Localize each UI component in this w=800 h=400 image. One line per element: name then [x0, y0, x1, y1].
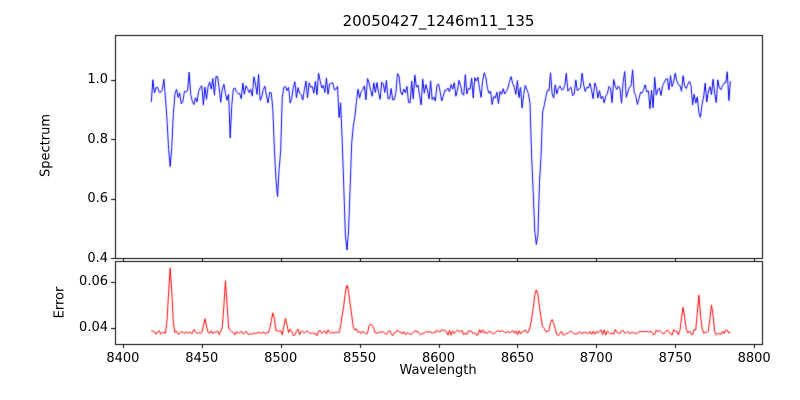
spectrum-y-tick-label: 0.4 [87, 250, 108, 266]
spectrum-y-tick-label: 0.6 [87, 191, 108, 207]
spectrum-y-tick-label: 1.0 [87, 72, 108, 88]
chart-title: 20050427_1246m11_135 [342, 12, 535, 30]
error-y-tick-label: 0.04 [79, 320, 108, 336]
x-tick-label: 8800 [737, 351, 771, 366]
x-tick-label: 8500 [264, 351, 298, 366]
spectrum-y-tick-label: 0.8 [87, 131, 108, 147]
x-axis-label: Wavelength [399, 363, 477, 378]
x-tick-label: 8700 [579, 351, 613, 366]
x-tick-label: 8450 [185, 351, 219, 366]
x-tick-label: 8750 [658, 351, 692, 366]
error-y-tick-label: 0.06 [79, 274, 108, 290]
spectrum-y-axis-label: Spectrum [38, 114, 54, 177]
x-tick-label: 8650 [500, 351, 534, 366]
x-tick-label: 8600 [421, 351, 456, 366]
x-tick-label: 8550 [343, 351, 377, 366]
x-tick-label: 8400 [106, 351, 140, 366]
